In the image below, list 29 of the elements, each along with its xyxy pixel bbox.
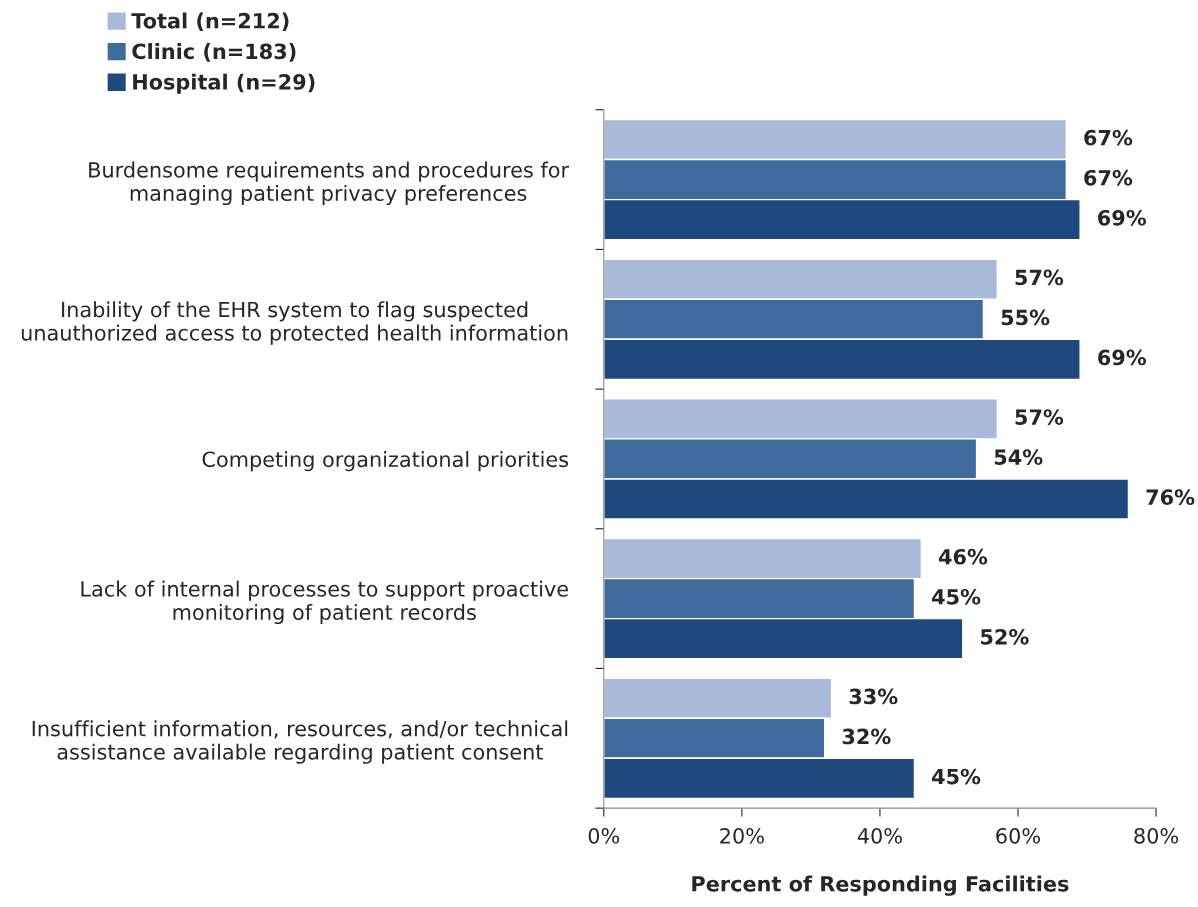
y-tick-label: Inability of the EHR system to flag suspected unauthorized access to protected health information <box>21 301 568 345</box>
y-tick-label: Insufficient information, resources, and/or technical assistance available regarding patient consent <box>32 720 568 764</box>
data-label: 76% <box>1146 489 1195 506</box>
legend-label: Clinic (n=183) <box>132 43 296 62</box>
data-label: 45% <box>932 588 981 605</box>
data-label: 57% <box>1015 269 1064 286</box>
data-label: 54% <box>994 449 1043 465</box>
y-tick-label: Burdensome requirements and procedures for managing patient privacy preferences <box>89 161 570 206</box>
data-label: 32% <box>842 728 891 745</box>
data-label: 57% <box>1015 409 1064 425</box>
data-label: 67% <box>1084 129 1133 146</box>
x-tick-label: 60% <box>996 827 1040 844</box>
data-label: 55% <box>1001 309 1050 326</box>
data-label: 69% <box>1098 209 1146 226</box>
x-tick-label: 0% <box>588 827 620 844</box>
x-tick-label: 40% <box>857 827 902 844</box>
x-axis-title: Percent of Responding Facilities <box>692 875 1069 896</box>
data-label: 67% <box>1084 169 1133 186</box>
data-label: 52% <box>981 628 1029 645</box>
data-label: 69% <box>1098 349 1146 366</box>
data-label: 33% <box>849 688 898 705</box>
y-tick-label: Competing organizational priorities <box>202 451 569 472</box>
data-label: 46% <box>938 548 988 565</box>
y-tick-label: Lack of internal processes to support proactive monitoring of patient records <box>81 580 568 625</box>
x-tick-label: 80% <box>1134 827 1179 844</box>
legend-label: Hospital (n=29) <box>133 73 315 94</box>
legend-label: Total (n=212) <box>131 12 289 32</box>
data-label: 45% <box>932 768 981 785</box>
x-tick-label: 20% <box>720 827 764 844</box>
